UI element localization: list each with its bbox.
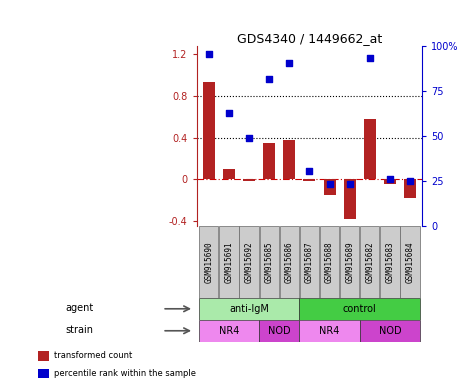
- Bar: [324, 179, 336, 195]
- Bar: [203, 83, 215, 179]
- Point: [366, 55, 373, 61]
- FancyBboxPatch shape: [300, 226, 319, 298]
- FancyBboxPatch shape: [360, 226, 379, 298]
- FancyBboxPatch shape: [259, 320, 299, 342]
- Text: GSM915689: GSM915689: [345, 241, 354, 283]
- Point: [386, 176, 393, 182]
- FancyBboxPatch shape: [401, 226, 420, 298]
- Bar: [283, 140, 295, 179]
- Text: GSM915684: GSM915684: [406, 241, 415, 283]
- FancyBboxPatch shape: [299, 298, 420, 320]
- FancyBboxPatch shape: [239, 226, 259, 298]
- Bar: [243, 179, 255, 181]
- Bar: [223, 169, 235, 179]
- Text: transformed count: transformed count: [54, 351, 132, 361]
- FancyBboxPatch shape: [340, 226, 359, 298]
- Text: NOD: NOD: [378, 326, 401, 336]
- Point: [245, 134, 253, 141]
- FancyBboxPatch shape: [219, 226, 239, 298]
- Bar: [364, 119, 376, 179]
- Text: GSM915685: GSM915685: [265, 241, 274, 283]
- Text: GSM915692: GSM915692: [244, 241, 254, 283]
- Text: NR4: NR4: [219, 326, 239, 336]
- Bar: [263, 143, 275, 179]
- FancyBboxPatch shape: [199, 226, 219, 298]
- Text: percentile rank within the sample: percentile rank within the sample: [54, 369, 196, 378]
- FancyBboxPatch shape: [299, 320, 360, 342]
- Text: control: control: [343, 304, 377, 314]
- Text: GSM915686: GSM915686: [285, 241, 294, 283]
- FancyBboxPatch shape: [320, 226, 339, 298]
- FancyBboxPatch shape: [280, 226, 299, 298]
- Point: [225, 109, 233, 116]
- Point: [406, 178, 414, 184]
- Text: GSM915690: GSM915690: [204, 241, 213, 283]
- Bar: [384, 179, 396, 184]
- Bar: [303, 179, 316, 181]
- Text: GSM915687: GSM915687: [305, 241, 314, 283]
- FancyBboxPatch shape: [360, 320, 420, 342]
- Point: [326, 181, 333, 187]
- FancyBboxPatch shape: [199, 320, 259, 342]
- Text: anti-IgM: anti-IgM: [229, 304, 269, 314]
- Text: GSM915682: GSM915682: [365, 241, 374, 283]
- Point: [346, 181, 354, 187]
- FancyBboxPatch shape: [259, 226, 279, 298]
- Text: strain: strain: [66, 325, 93, 335]
- Text: GSM915683: GSM915683: [386, 241, 394, 283]
- Point: [265, 76, 273, 83]
- Point: [286, 60, 293, 66]
- Text: GSM915688: GSM915688: [325, 241, 334, 283]
- Bar: [404, 179, 416, 198]
- Text: GSM915691: GSM915691: [225, 241, 234, 283]
- Text: NR4: NR4: [319, 326, 340, 336]
- Point: [205, 51, 212, 58]
- Bar: [344, 179, 356, 218]
- FancyBboxPatch shape: [199, 298, 299, 320]
- Title: GDS4340 / 1449662_at: GDS4340 / 1449662_at: [237, 32, 382, 45]
- FancyBboxPatch shape: [380, 226, 400, 298]
- Point: [306, 168, 313, 174]
- Text: NOD: NOD: [268, 326, 291, 336]
- Text: agent: agent: [66, 303, 94, 313]
